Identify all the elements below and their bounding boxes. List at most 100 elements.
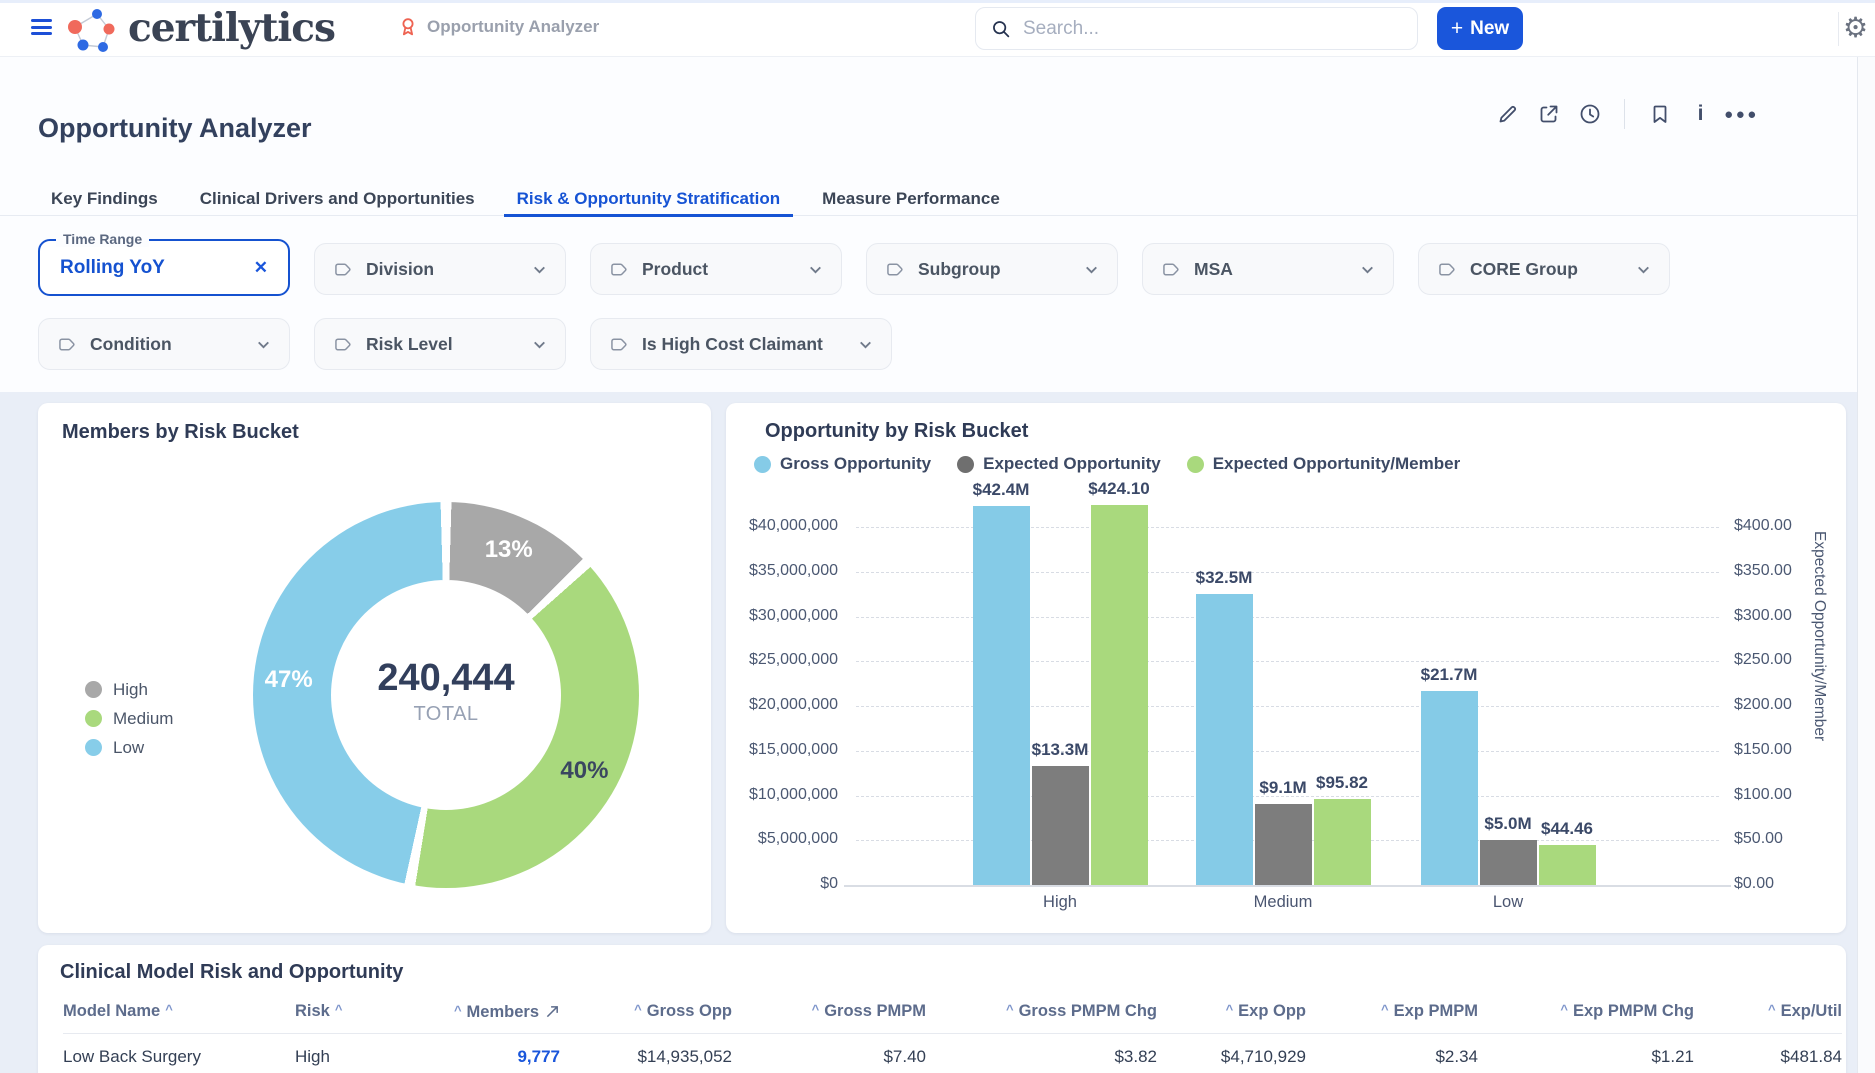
brand-logo-icon <box>68 9 115 52</box>
legend-label: Gross Opportunity <box>780 454 932 473</box>
filter-chip-product[interactable]: Product <box>590 243 842 295</box>
table-cell-gross-pmpm: $7.40 <box>883 1047 926 1067</box>
more-options-icon[interactable]: ●●● <box>1724 105 1759 123</box>
bar-value-label: $424.10 <box>1088 479 1150 499</box>
gridline <box>856 706 1719 707</box>
y-axis-tick: $40,000,000 <box>749 517 838 534</box>
legend-item-expected-opportunity-member[interactable]: Expected Opportunity/Member <box>1186 453 1461 475</box>
filter-chip-subgroup[interactable]: Subgroup <box>866 243 1118 295</box>
sort-header-exp-util[interactable]: ^ Exp/Util <box>1694 991 1842 1034</box>
legend-swatch <box>85 681 102 698</box>
x-category-label-low: Low <box>1492 893 1524 911</box>
page-actions: i ●●● <box>1495 99 1759 129</box>
clinical-model-table: Model Name ^ Risk ^ ^ Members ^ Gross Opp ^ Gross… <box>63 991 1842 1073</box>
legend-item-medium[interactable]: Medium <box>85 704 173 733</box>
sort-header-risk[interactable]: Risk ^ <box>295 991 418 1034</box>
sort-header-exp-pmpm[interactable]: ^ Exp PMPM <box>1306 991 1478 1034</box>
x-axis-line <box>844 885 1731 887</box>
y-axis-tick: $15,000,000 <box>749 740 838 758</box>
sort-header-gross-pmpm-chg[interactable]: ^ Gross PMPM Chg <box>926 991 1157 1034</box>
edit-icon[interactable] <box>1495 102 1520 127</box>
hamburger-menu-icon[interactable] <box>31 19 52 37</box>
y2-axis-tick: $0.00 <box>1734 875 1775 892</box>
bar-value-label: $95.82 <box>1316 773 1368 793</box>
sort-header-exp-pmpm-chg[interactable]: ^ Exp PMPM Chg <box>1478 991 1694 1034</box>
column-label: Model Name <box>63 1002 161 1021</box>
legend-label: Expected Opportunity <box>983 454 1161 473</box>
clinical-model-table-card: Clinical Model Risk and Opportunity Mode… <box>38 945 1846 1073</box>
filter-chip-msa[interactable]: MSA <box>1142 243 1394 295</box>
table-header-row: Model Name ^ Risk ^ ^ Members ^ Gross Opp ^ Gross… <box>63 991 1842 1034</box>
y-axis-tick: $10,000,000 <box>749 785 838 803</box>
bar-gross-opportunity-high <box>972 505 1030 885</box>
tab-clinical-drivers-and-opportunities[interactable]: Clinical Drivers and Opportunities <box>199 188 475 208</box>
sort-header-gross-pmpm[interactable]: ^ Gross PMPM <box>732 991 926 1034</box>
y-axis-tick: $25,000,000 <box>749 651 838 669</box>
bookmark-icon[interactable] <box>1647 102 1672 127</box>
legend-item-gross-opportunity[interactable]: Gross Opportunity <box>754 453 931 475</box>
filter-chip-core-group[interactable]: CORE Group <box>1418 243 1670 295</box>
info-icon[interactable]: i <box>1697 102 1704 125</box>
table-cell-gross-pmpm-chg: $3.82 <box>1114 1047 1157 1067</box>
filter-chip-condition[interactable]: Condition <box>38 318 290 370</box>
donut-total-value: 240,444 <box>377 657 515 699</box>
filter-chip-division[interactable]: Division <box>314 243 566 295</box>
x-category-label-medium: Medium <box>1253 893 1313 911</box>
bar-expected-opportunity-medium <box>1254 803 1312 885</box>
tag-icon <box>887 263 903 275</box>
search-input[interactable] <box>1021 16 1403 41</box>
filter-chip-risk-level[interactable]: Risk Level <box>314 318 566 370</box>
tab-risk-opportunity-stratification[interactable]: Risk & Opportunity Stratification <box>503 183 794 217</box>
time-range-filter[interactable]: Time Range Rolling YoY ✕ <box>38 231 290 296</box>
column-label: Exp Opp <box>1238 1002 1306 1021</box>
donut-center: 240,444 TOTAL <box>253 657 639 726</box>
legend-item-high[interactable]: High <box>85 675 173 704</box>
filter-label: Subgroup <box>918 258 1001 279</box>
new-button[interactable]: + New <box>1437 7 1523 50</box>
tag-icon <box>1439 263 1455 275</box>
tab-key-findings[interactable]: Key Findings <box>51 188 158 208</box>
bar-value-label: $42.4M <box>972 479 1030 499</box>
bar-value-label: $32.5M <box>1195 568 1253 588</box>
filter-chip-is-high-cost-claimant[interactable]: Is High Cost Claimant <box>590 318 892 370</box>
right-axis-title: Expected Opportunity/Member <box>1811 531 1828 742</box>
clear-time-range-icon[interactable]: ✕ <box>253 257 268 277</box>
brand-wordmark: certilytics <box>128 5 336 51</box>
gear-icon[interactable]: ⚙ <box>1843 12 1869 43</box>
table-body: Low Back Surgery High 9,777 $14,935,052 $7.4… <box>63 1033 1842 1073</box>
filter-label: Condition <box>90 333 172 354</box>
search-box[interactable] <box>975 7 1418 50</box>
filter-label: Is High Cost Claimant <box>642 333 823 354</box>
sort-caret-icon: ^ <box>1767 1002 1776 1018</box>
column-label: Exp PMPM Chg <box>1572 1002 1694 1021</box>
legend-label: Expected Opportunity/Member <box>1212 454 1461 473</box>
donut-card-title: Members by Risk Bucket <box>62 421 299 443</box>
donut-total-label: TOTAL <box>413 702 479 725</box>
bar-expected-opportunity-high <box>1031 765 1089 885</box>
table-row: Low Back Surgery High 9,777 $14,935,052 $7.4… <box>63 1033 1842 1073</box>
chevron-down-icon <box>1638 266 1649 274</box>
legend-swatch <box>1186 455 1204 473</box>
vertical-scrollbar[interactable] <box>1857 57 1875 1073</box>
open-external-icon[interactable] <box>1536 102 1561 127</box>
sort-header-exp-opp[interactable]: ^ Exp Opp <box>1157 991 1306 1034</box>
bar-card-title: Opportunity by Risk Bucket <box>765 420 1029 442</box>
legend-item-low[interactable]: Low <box>85 733 173 762</box>
trend-sort-icon <box>546 1005 558 1017</box>
tag-icon <box>611 263 627 275</box>
tab-measure-performance[interactable]: Measure Performance <box>822 188 1000 208</box>
members-link[interactable]: 9,777 <box>517 1047 560 1067</box>
history-clock-icon[interactable] <box>1577 102 1602 127</box>
donut-percent-label-medium: 40% <box>560 757 609 785</box>
bar-value-label: $44.46 <box>1541 819 1593 839</box>
column-label: Members <box>466 1002 539 1021</box>
y-axis-tick: $20,000,000 <box>749 696 838 713</box>
gridline <box>856 795 1719 797</box>
sort-caret-icon: ^ <box>334 1002 343 1018</box>
sort-header-members[interactable]: ^ Members <box>418 991 560 1034</box>
sort-header-model-name[interactable]: Model Name ^ <box>63 991 295 1034</box>
sort-header-gross-opp[interactable]: ^ Gross Opp <box>560 991 732 1034</box>
y-axis-tick: $35,000,000 <box>749 561 838 579</box>
legend-item-expected-opportunity[interactable]: Expected Opportunity <box>957 453 1161 475</box>
